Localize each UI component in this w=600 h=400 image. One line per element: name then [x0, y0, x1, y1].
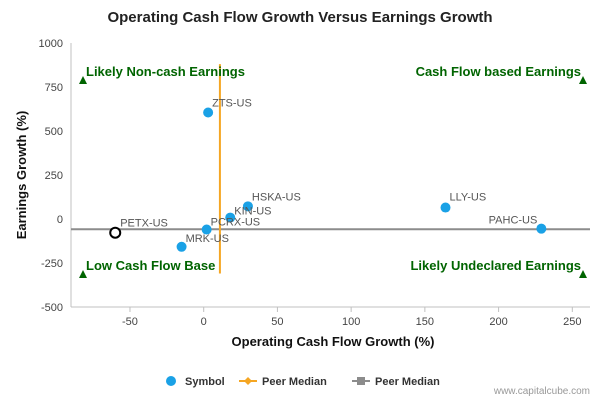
data-point [242, 201, 253, 212]
data-point-label: HSKA-US [252, 191, 301, 203]
quadrant-top-right-label: Cash Flow based Earnings [416, 64, 581, 79]
credit-text: www.capitalcube.com [493, 386, 590, 397]
data-point-label: ZTS-US [212, 98, 252, 110]
x-tick-label: -50 [122, 316, 138, 328]
legend-label: Peer Median [262, 376, 327, 388]
x-tick-label: 200 [489, 316, 507, 328]
quadrant-bottom-left-marker [79, 270, 87, 278]
quadrant-top-right-marker [579, 76, 587, 84]
data-point-label: MRK-US [186, 233, 229, 245]
data-point [440, 202, 451, 213]
data-point [201, 224, 212, 235]
y-tick-label: 500 [45, 126, 63, 138]
plot-area: -50 0 50 100 150 200 250-500-25002505007501000… [39, 38, 590, 328]
legend-label: Peer Median [375, 376, 440, 388]
x-tick-label: 0 [201, 316, 207, 328]
y-tick-label: 0 [57, 214, 63, 226]
data-point-label: LLY-US [450, 192, 487, 204]
quadrant-bottom-right-label: Likely Undeclared Earnings [410, 258, 581, 273]
legend-label: Symbol [185, 376, 225, 388]
y-tick-label: 1000 [39, 38, 63, 50]
y-tick-label: -250 [41, 258, 63, 270]
quadrant-top-left-marker [79, 76, 87, 84]
y-tick-label: 250 [45, 170, 63, 182]
data-point [176, 241, 187, 252]
data-point [536, 223, 547, 234]
legend-marker [244, 377, 252, 385]
legend-marker [166, 376, 176, 386]
y-tick-label: 750 [45, 82, 63, 94]
highlight-point [109, 226, 122, 239]
x-tick-label: 100 [342, 316, 360, 328]
quadrant-top-left-label: Likely Non-cash Earnings [86, 64, 245, 79]
data-point-label: PCRX-US [211, 217, 261, 229]
legend: Symbol Peer Median Peer Median [166, 376, 440, 388]
x-axis-title: Operating Cash Flow Growth (%) [232, 334, 435, 349]
data-point-label: PAHC-US [489, 215, 538, 227]
data-point-label: KIN-US [234, 206, 271, 218]
chart-title: Operating Cash Flow Growth Versus Earnin… [107, 9, 492, 26]
y-tick-label: -500 [41, 302, 63, 314]
x-tick-label: 50 [271, 316, 283, 328]
x-tick-label: 150 [416, 316, 434, 328]
highlight-point-label: PETX-US [120, 218, 168, 230]
legend-marker [357, 377, 365, 385]
x-tick-label: 250 [563, 316, 581, 328]
data-point [203, 107, 214, 118]
quadrant-bottom-right-marker [579, 270, 587, 278]
data-point [225, 212, 236, 223]
quadrant-bottom-left-label: Low Cash Flow Base [86, 258, 215, 273]
y-axis-title: Earnings Growth (%) [14, 111, 29, 240]
